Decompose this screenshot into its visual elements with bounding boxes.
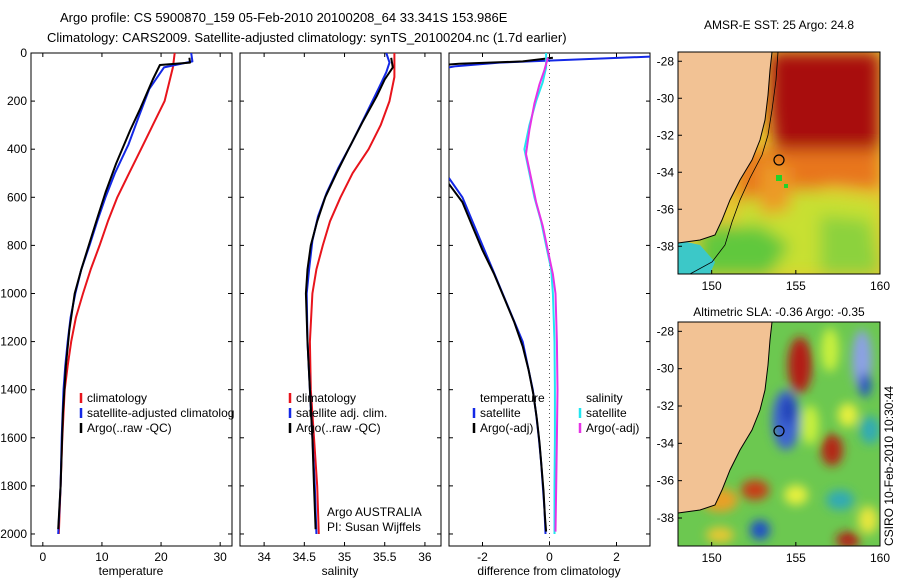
temperature-panel: 0 10 20 30 0 200 400 600 800 1000 1200 1400 1600 1800…	[0, 46, 234, 578]
sla-map-title: Altimetric SLA: -0.36 Argo: -0.35	[693, 305, 865, 319]
legend-label: Argo(..raw -QC)	[87, 421, 172, 435]
y-tick-label: 1600	[0, 431, 27, 445]
y-tick-label: 0	[20, 46, 27, 60]
legend-label: Argo(-adj)	[480, 421, 533, 435]
x-tick-label: 35	[338, 550, 352, 564]
series-line-argo-raw-qc	[304, 57, 394, 530]
legend-group-title: salinity	[586, 391, 623, 405]
difference-xlabel: difference from climatology	[477, 564, 620, 578]
map-x-tick-label: 160	[870, 551, 890, 565]
map-x-tick-label: 150	[702, 279, 722, 293]
sst-map-image	[678, 52, 880, 274]
temperature-xlabel: temperature	[99, 564, 164, 578]
x-tick-label: -2	[477, 550, 488, 564]
y-tick-label: 2000	[0, 527, 27, 541]
map-y-tick-label: -38	[657, 239, 675, 253]
map-x-tick-label: 150	[702, 551, 722, 565]
y-tick-label: 400	[7, 142, 27, 156]
series-line-argo-raw-qc	[57, 57, 191, 530]
series-line-climatology	[308, 53, 396, 535]
legend-label: Argo(..raw -QC)	[296, 421, 381, 435]
y-tick-label: 800	[7, 238, 27, 252]
sst-argo-position-marker	[773, 154, 785, 166]
map-y-tick-label: -28	[657, 324, 675, 338]
legend-label: climatology	[296, 391, 356, 405]
y-tick-label: 1200	[0, 335, 27, 349]
salinity-panel: 34 34.5 35 35.5 36 salinity climatologysatel…	[239, 52, 442, 578]
legend-group-title: temperature	[480, 391, 545, 405]
x-tick-label: 34.5	[293, 550, 317, 564]
x-tick-label: 0	[39, 550, 46, 564]
series-line-temperature-satellite	[449, 55, 650, 69]
sst-map-title: AMSR-E SST: 25 Argo: 24.8	[704, 18, 854, 32]
x-tick-label: 35.5	[373, 550, 397, 564]
sst-map-panel: AMSR-E SST: 25 Argo: 24.8 150 155 160 -28 -3…	[657, 18, 891, 293]
legend-label: satellite adj. clim.	[296, 406, 387, 420]
side-caption: CSIRO 10-Feb-2010 10:30:44	[882, 386, 896, 546]
map-x-tick-label: 160	[870, 279, 890, 293]
salinity-xlabel: salinity	[322, 564, 359, 578]
map-y-tick-label: -36	[657, 202, 675, 216]
x-tick-label: 20	[154, 550, 168, 564]
figure-title-line1: Argo profile: CS 5900870_159 05-Feb-2010…	[60, 10, 508, 25]
y-tick-label: 1800	[0, 479, 27, 493]
map-y-tick-label: -30	[657, 91, 675, 105]
legend-label: climatology	[87, 391, 147, 405]
difference-axes-frame	[448, 52, 651, 547]
map-y-tick-label: -36	[657, 474, 675, 488]
series-line-temperature-argo-adj	[449, 183, 548, 532]
x-tick-label: 10	[95, 550, 109, 564]
series-line-temperature-argo-adj	[449, 56, 554, 66]
map-y-tick-label: -32	[657, 399, 675, 413]
difference-legend: temperaturesatelliteArgo(-adj)salinitysa…	[472, 391, 639, 435]
y-tick-label: 600	[7, 190, 27, 204]
x-tick-label: 0	[546, 550, 553, 564]
x-tick-label: 36	[418, 550, 432, 564]
y-tick-label: 1000	[0, 286, 27, 300]
map-y-tick-label: -34	[657, 436, 675, 450]
legend-label: satellite	[586, 406, 627, 420]
y-tick-label: 1400	[0, 383, 27, 397]
map-y-tick-label: -38	[657, 511, 675, 525]
pi-annotation: PI: Susan Wijffels	[327, 520, 421, 534]
argo-australia-annotation: Argo AUSTRALIA	[327, 505, 422, 519]
map-y-tick-label: -34	[657, 165, 675, 179]
series-line-salinity-argo-adj	[525, 57, 559, 532]
figure-title-line2: Climatology: CARS2009. Satellite-adjuste…	[47, 30, 567, 45]
y-tick-label: 200	[7, 94, 27, 108]
x-tick-label: 2	[613, 550, 620, 564]
map-y-tick-label: -32	[657, 128, 675, 142]
sla-argo-position-marker	[773, 425, 785, 437]
legend-label: satellite-adjusted climatolog	[87, 406, 234, 420]
map-y-tick-label: -30	[657, 362, 675, 376]
legend-label: satellite	[480, 406, 521, 420]
legend-label: Argo(-adj)	[586, 421, 639, 435]
map-x-tick-label: 155	[786, 279, 806, 293]
salinity-axes-frame	[239, 52, 442, 547]
sla-map-image	[678, 322, 880, 546]
map-y-tick-label: -28	[657, 54, 675, 68]
difference-panel: -2 0 2 difference from climatology tempera…	[448, 52, 651, 578]
map-x-tick-label: 155	[786, 551, 806, 565]
x-tick-label: 30	[213, 550, 227, 564]
sla-map-panel: Altimetric SLA: -0.36 Argo: -0.35	[657, 305, 891, 565]
x-tick-label: 34	[257, 550, 271, 564]
